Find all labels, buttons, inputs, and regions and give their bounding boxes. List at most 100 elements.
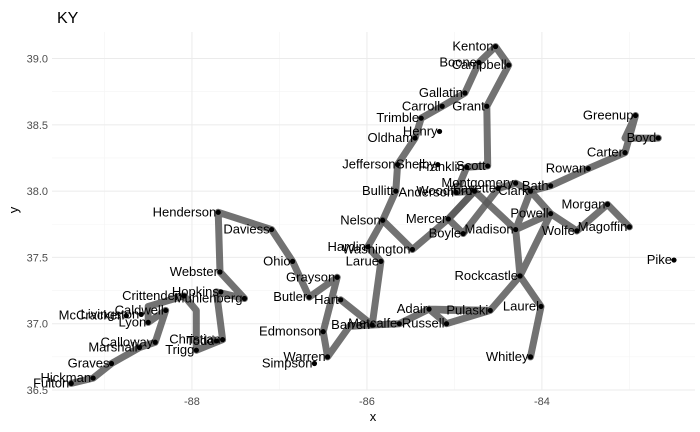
label-campbell: Campbell xyxy=(452,57,507,72)
label-bullitt: Bullitt xyxy=(362,183,394,198)
point-oldham xyxy=(412,135,418,141)
label-morgan: Morgan xyxy=(561,196,605,211)
y-axis-ticks: 36.5 37.0 37.5 38.0 38.5 39.0 xyxy=(27,54,48,397)
point-jefferson xyxy=(394,161,401,168)
point-campbell xyxy=(506,62,512,68)
point-grayson xyxy=(334,274,340,280)
point-nelson xyxy=(380,217,386,223)
x-tick-label: -84 xyxy=(534,396,550,408)
label-hardin: Hardin xyxy=(328,239,366,254)
label-franklin: Franklin xyxy=(418,159,464,174)
route-line-2 xyxy=(337,43,662,329)
point-rockcastle xyxy=(517,273,523,279)
label-wolfe: Wolfe xyxy=(542,223,575,238)
label-anderson: Anderson xyxy=(399,184,455,199)
point-scott xyxy=(485,163,491,169)
y-tick-label: 37.5 xyxy=(27,252,48,264)
label-scott: Scott xyxy=(456,158,486,173)
point-franklin xyxy=(464,164,470,170)
point-bath xyxy=(548,183,554,189)
point-boyd xyxy=(655,135,661,141)
point-whitley xyxy=(527,354,534,360)
point-bullitt xyxy=(393,188,399,194)
point-christian xyxy=(219,337,226,343)
y-tick-label: 39.0 xyxy=(27,54,48,66)
point-marshall xyxy=(136,344,143,351)
y-tick-label: 38.5 xyxy=(27,120,48,132)
label-caldwell: Caldwell xyxy=(115,302,164,317)
x-tick-label: -86 xyxy=(359,396,375,408)
route-line-1 xyxy=(67,208,545,387)
label-mccracken: McCracken xyxy=(59,308,125,323)
label-edmonson: Edmonson xyxy=(259,324,321,339)
point-barren xyxy=(369,322,375,328)
label-webster: Webster xyxy=(170,264,219,279)
point-henry xyxy=(436,128,443,135)
label-hickman: Hickman xyxy=(41,370,92,385)
label-henry: Henry xyxy=(403,123,438,138)
label-christian: Christian xyxy=(169,332,220,347)
label-metcalfe: Metcalfe xyxy=(348,316,397,331)
label-greenup: Greenup xyxy=(583,108,634,123)
label-butler: Butler xyxy=(273,289,308,304)
point-graves xyxy=(108,360,115,367)
point-muhlenberg xyxy=(241,295,248,302)
point-ohio xyxy=(289,258,296,264)
point-grant xyxy=(484,103,490,109)
plot-title: KY xyxy=(57,10,79,27)
y-axis-title: y xyxy=(6,206,21,213)
point-trigg xyxy=(193,347,199,353)
label-kenton: Kenton xyxy=(452,39,493,54)
point-hopkins xyxy=(218,289,224,295)
point-mccracken xyxy=(123,313,129,319)
label-graves: Graves xyxy=(68,355,110,370)
label-whitley: Whitley xyxy=(486,349,529,364)
label-madison: Madison xyxy=(465,222,514,237)
label-adair: Adair xyxy=(397,301,428,316)
point-laurel xyxy=(538,303,544,310)
label-carter: Carter xyxy=(587,145,624,160)
point-morgan xyxy=(604,201,611,207)
label-pike: Pike xyxy=(647,252,672,267)
point-mercer xyxy=(445,216,451,222)
point-carter xyxy=(622,150,628,156)
label-calloway: Calloway xyxy=(100,334,153,349)
point-washington xyxy=(409,246,416,253)
point-daviess xyxy=(268,226,275,233)
point-boone xyxy=(476,59,482,66)
label-rowan: Rowan xyxy=(546,161,586,176)
label-pulaski: Pulaski xyxy=(446,302,488,317)
point-todd xyxy=(213,338,220,344)
point-butler xyxy=(306,294,312,300)
label-muhlenberg: Muhlenberg xyxy=(174,291,243,306)
point-adair xyxy=(426,306,432,312)
label-crittenden: Crittenden xyxy=(122,288,182,303)
point-hart xyxy=(338,297,344,303)
point-simpson xyxy=(311,360,318,367)
label-fulton: Fulton xyxy=(33,375,69,390)
y-tick-label: 38.0 xyxy=(27,186,48,198)
label-hart: Hart xyxy=(314,292,339,307)
label-hopkins: Hopkins xyxy=(172,284,219,299)
label-woodford: Woodford xyxy=(416,183,472,198)
label-simpson: Simpson xyxy=(262,355,313,370)
label-trimble: Trimble xyxy=(376,110,419,125)
point-greenup xyxy=(632,112,639,119)
label-mercer: Mercer xyxy=(406,211,447,226)
label-livingston: Livingston xyxy=(81,306,140,321)
point-webster xyxy=(217,269,223,275)
point-madison xyxy=(513,226,519,233)
label-grayson: Grayson xyxy=(286,269,335,284)
label-washington: Washington xyxy=(342,241,410,256)
y-tick-label: 36.5 xyxy=(27,385,48,397)
x-tick-label: -88 xyxy=(184,396,200,408)
point-clark xyxy=(527,188,534,194)
point-woodford xyxy=(471,188,478,194)
point-anderson xyxy=(453,189,459,196)
point-crittenden xyxy=(181,293,187,299)
point-russell xyxy=(443,321,450,327)
label-barren: Barren xyxy=(331,317,370,332)
data-points xyxy=(68,43,677,386)
